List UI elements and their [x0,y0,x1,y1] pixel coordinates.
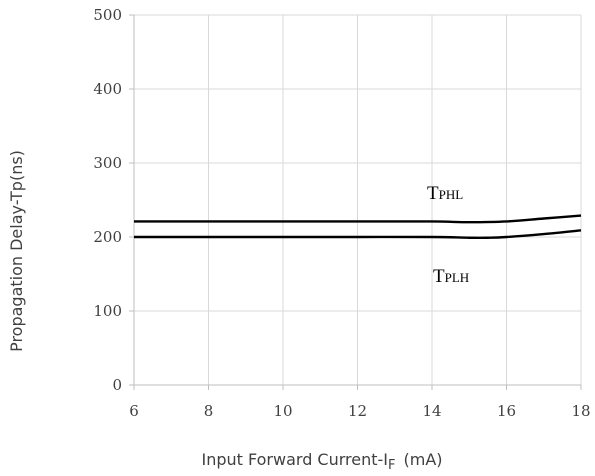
series-label-tphl: TPHL [427,183,463,204]
y-tick-label: 300 [93,154,122,172]
series-line-tplh [134,229,582,240]
grid-layer [133,14,582,385]
y-tick-label: 0 [112,376,122,394]
axis-layer [129,14,582,390]
y-tick-label: 500 [93,6,122,24]
x-tick-label: 6 [129,402,139,420]
x-axis-title: Input Forward Current-IF (mA) [201,450,442,473]
series-label-tplh: TPLH [433,266,469,287]
series-layer [134,214,582,240]
x-tick-label: 14 [422,402,441,420]
x-tick-label: 18 [571,402,590,420]
x-tick-label: 8 [204,402,214,420]
y-axis-title: Propagation Delay-Tp(ns) [7,150,26,352]
x-tick-label: 10 [273,402,292,420]
tick-labels: 6 8 10 12 14 16 18 0 100 200 300 400 500 [93,6,590,420]
series-line-tphl [134,214,582,224]
x-tick-label: 12 [348,402,367,420]
x-tick-label: 16 [497,402,516,420]
y-tick-label: 200 [93,228,122,246]
y-tick-label: 100 [93,302,122,320]
y-tick-label: 400 [93,80,122,98]
